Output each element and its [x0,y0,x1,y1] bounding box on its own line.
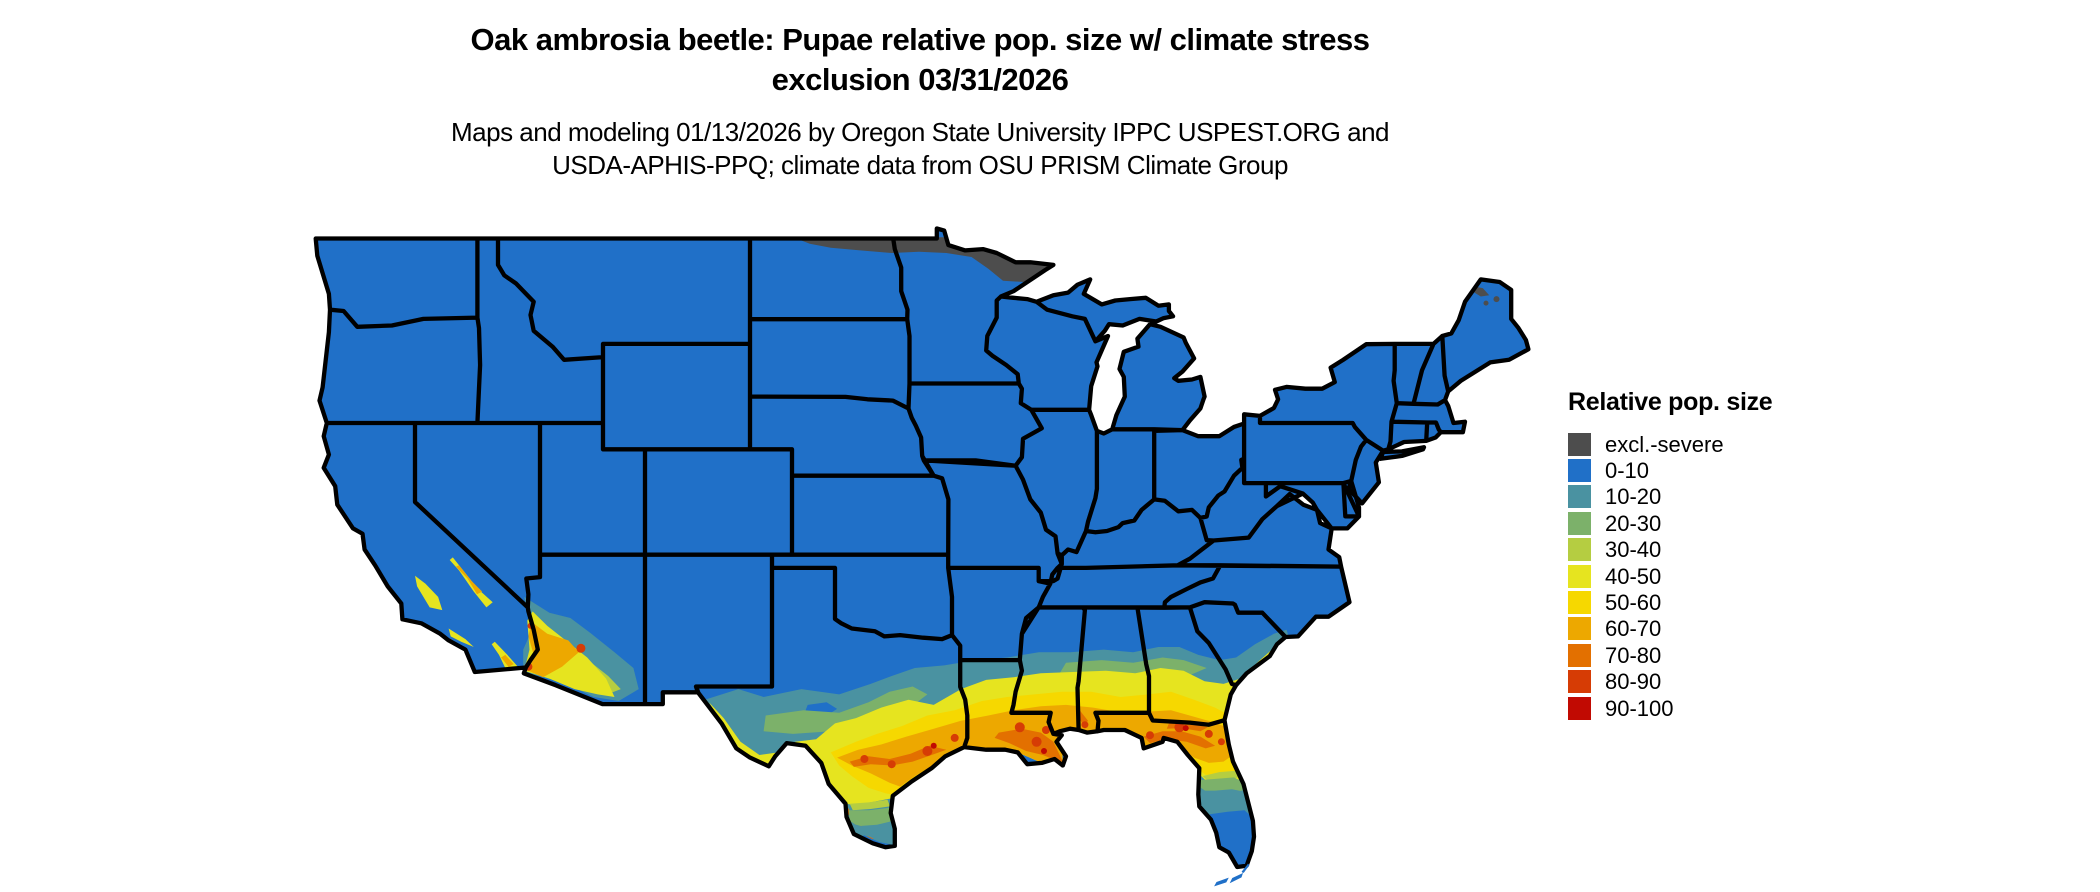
legend: Relative pop. size excl.-severe 0-10 10-20… [1568,388,1878,721]
legend-swatch [1568,538,1591,562]
legend-swatch [1568,459,1591,483]
title-line-2: exclusion 03/31/2026 [771,62,1069,97]
legend-item: 70-80 [1568,642,1878,668]
legend-item: excl.-severe [1568,431,1878,457]
legend-label: 40-50 [1605,563,1662,589]
map-state-borders [313,226,1531,870]
map-islands [346,247,1250,887]
legend-label: 90-100 [1605,695,1674,721]
legend-swatch [1568,511,1591,535]
legend-label: 30-40 [1605,537,1662,563]
title-line-1: Oak ambrosia beetle: Pupae relative pop.… [470,22,1370,57]
legend-item: 90-100 [1568,695,1878,721]
legend-items: excl.-severe 0-10 10-20 20-30 30-40 40-50 50-6… [1568,431,1878,721]
figure-subtitle: Maps and modeling 01/13/2026 by Oregon S… [0,116,1840,182]
legend-swatch [1568,564,1591,588]
legend-swatch [1568,591,1591,615]
legend-item: 50-60 [1568,589,1878,615]
legend-label: 80-90 [1605,669,1662,695]
legend-label: excl.-severe [1605,431,1724,457]
legend-swatch [1568,485,1591,509]
legend-swatch [1568,696,1591,720]
figure-header: Oak ambrosia beetle: Pupae relative pop.… [0,20,1840,182]
legend-item: 40-50 [1568,563,1878,589]
figure-title: Oak ambrosia beetle: Pupae relative pop.… [0,20,1840,100]
legend-item: 60-70 [1568,616,1878,642]
legend-label: 0-10 [1605,458,1650,484]
legend-label: 60-70 [1605,616,1662,642]
legend-label: 20-30 [1605,510,1662,536]
legend-item: 20-30 [1568,510,1878,536]
legend-item: 80-90 [1568,669,1878,695]
legend-swatch [1568,670,1591,694]
legend-label: 70-80 [1605,642,1662,668]
subtitle-line-2: USDA-APHIS-PPQ; climate data from OSU PR… [552,150,1288,180]
legend-swatch [1568,432,1591,456]
legend-item: 30-40 [1568,537,1878,563]
legend-swatch [1568,617,1591,641]
legend-title: Relative pop. size [1568,388,1773,416]
subtitle-line-1: Maps and modeling 01/13/2026 by Oregon S… [450,117,1390,147]
legend-label: 10-20 [1605,484,1662,510]
legend-swatch [1568,643,1591,667]
legend-item: 0-10 [1568,457,1878,483]
legend-label: 50-60 [1605,590,1662,616]
legend-item: 10-20 [1568,484,1878,510]
